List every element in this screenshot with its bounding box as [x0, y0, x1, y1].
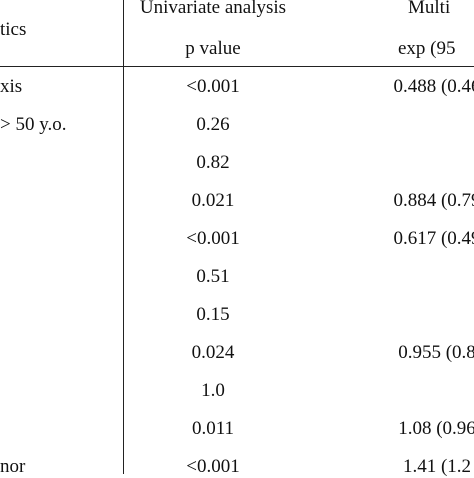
table-row-p-value: 0.26	[196, 114, 230, 135]
table-row-label: xis	[0, 76, 23, 97]
table-row-label: nor	[0, 456, 26, 477]
table-row-p-value: 0.15	[196, 304, 230, 325]
table-row-p-value: <0.001	[186, 456, 240, 477]
table-row-p-value: 0.51	[196, 266, 230, 287]
header-univariate-analysis: Univariate analysis	[139, 0, 287, 18]
table-row-p-value: <0.001	[186, 76, 240, 97]
table-row-exp: 0.617 (0.49	[393, 228, 474, 249]
table-row-exp: 1.41 (1.2	[402, 456, 472, 477]
table-row-exp: 1.08 (0.96	[398, 418, 474, 439]
header-exp-ci: exp (95	[398, 38, 456, 59]
table-row-p-value: 0.82	[196, 152, 230, 173]
table-header-divider	[0, 66, 474, 67]
table-row-p-value: 0.021	[191, 190, 235, 211]
table-row-exp: 0.488 (0.46	[393, 76, 474, 97]
table-row-p-value: 0.011	[191, 418, 235, 439]
table-row-p-value: 0.024	[191, 342, 235, 363]
table-row-label: > 50 y.o.	[0, 114, 67, 135]
header-characteristics: tics	[0, 19, 27, 40]
header-multivariate-analysis: Multi	[408, 0, 451, 18]
table-row-p-value: 1.0	[201, 380, 225, 401]
table-row-p-value: <0.001	[186, 228, 240, 249]
table-row-exp: 0.955 (0.8	[398, 342, 474, 363]
header-p-value: p value	[185, 38, 241, 59]
table-row-exp: 0.884 (0.79	[393, 190, 474, 211]
table-column-divider	[123, 0, 124, 474]
